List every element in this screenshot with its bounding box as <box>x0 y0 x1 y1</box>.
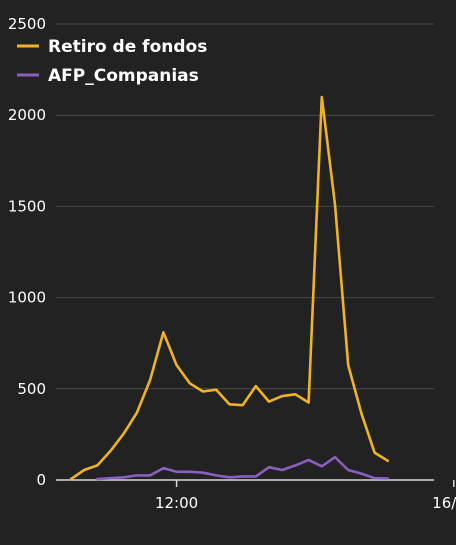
y-tick-label: 0 <box>36 471 46 489</box>
y-tick-label: 1500 <box>8 197 46 215</box>
x-tick-label: 12:00 <box>155 494 198 512</box>
x-tick-label: 16/11 <box>432 494 456 512</box>
series-layer <box>69 95 390 481</box>
series-line-0[interactable] <box>69 95 390 481</box>
legend-label: AFP_Companias <box>48 66 199 86</box>
y-tick-label: 2000 <box>8 106 46 124</box>
x-axis: 12:00 16/11 <box>56 479 456 512</box>
grid-layer: 0 500 1000 1500 2000 2500 <box>8 15 434 489</box>
legend-label: Retiro de fondos <box>48 37 207 57</box>
y-tick-label: 1000 <box>8 289 46 307</box>
y-tick-label: 500 <box>17 380 46 398</box>
series-line-1[interactable] <box>96 455 390 481</box>
legend[interactable]: Retiro de fondos AFP_Companias <box>17 37 207 86</box>
legend-item-1[interactable]: AFP_Companias <box>17 66 199 86</box>
legend-item-0[interactable]: Retiro de fondos <box>17 37 207 57</box>
y-tick-label: 2500 <box>8 15 46 33</box>
